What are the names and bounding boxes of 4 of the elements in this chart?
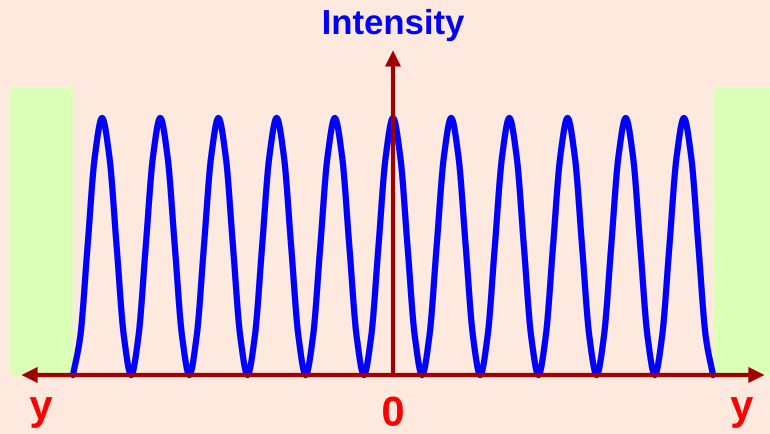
text: y <box>30 397 52 428</box>
y-axis-title: Intensity <box>324 8 464 42</box>
text: 0 <box>383 396 403 426</box>
x-axis-title: y <box>730 397 754 428</box>
